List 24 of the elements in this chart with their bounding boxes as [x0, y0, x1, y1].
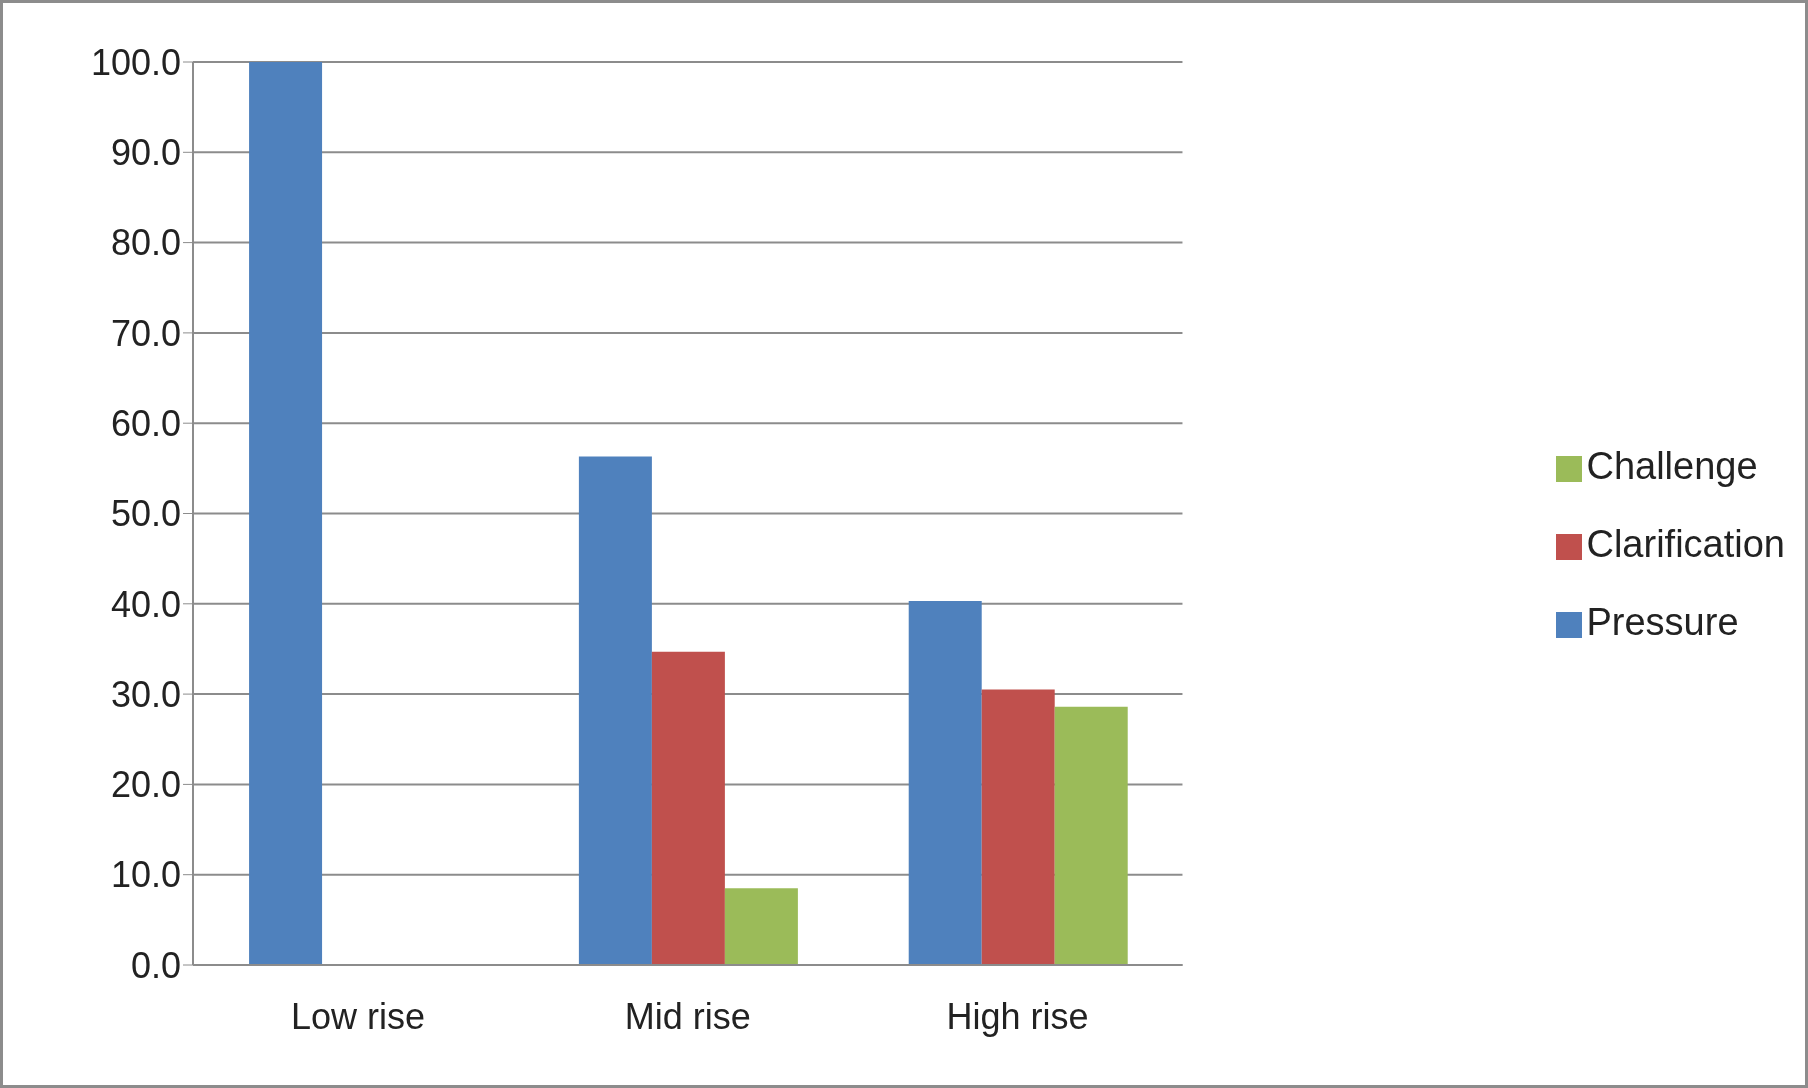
- legend-label: Challenge: [1586, 445, 1758, 487]
- y-tick-label: 0.0: [130, 944, 181, 986]
- x-tick-label: High rise: [946, 995, 1089, 1037]
- x-tick-label: Mid rise: [624, 995, 751, 1037]
- y-tick-label: 50.0: [110, 493, 181, 535]
- bar: [981, 689, 1055, 965]
- y-tick-label: 90.0: [110, 132, 181, 174]
- y-tick-label: 60.0: [110, 402, 181, 444]
- y-tick-label: 40.0: [110, 583, 181, 625]
- legend-label: Clarification: [1586, 523, 1785, 565]
- bar: [249, 62, 323, 965]
- bar: [724, 888, 798, 965]
- y-tick-label: 100.0: [90, 41, 181, 83]
- bar: [651, 651, 725, 965]
- y-tick-label: 80.0: [110, 222, 181, 264]
- y-tick-label: 30.0: [110, 673, 181, 715]
- legend-label: Pressure: [1586, 601, 1739, 643]
- bar: [578, 456, 652, 965]
- y-tick-label: 70.0: [110, 312, 181, 354]
- y-tick-label: 10.0: [110, 854, 181, 896]
- x-tick-label: Low rise: [290, 995, 425, 1037]
- y-tick-label: 20.0: [110, 764, 181, 806]
- bar: [908, 601, 982, 965]
- bar: [1054, 706, 1128, 965]
